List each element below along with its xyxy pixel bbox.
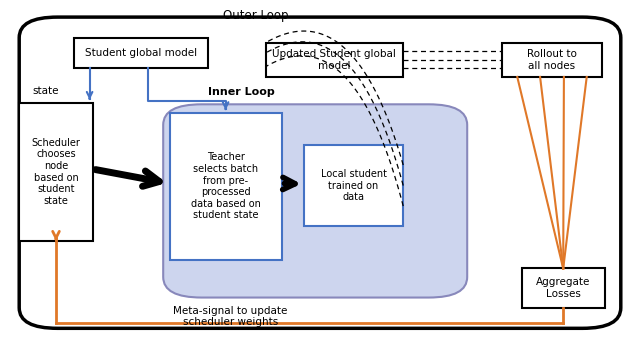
Text: Updated Student global
model: Updated Student global model bbox=[273, 49, 396, 71]
FancyBboxPatch shape bbox=[19, 17, 621, 328]
Text: Meta-signal to update
scheduler weights: Meta-signal to update scheduler weights bbox=[173, 305, 287, 327]
Text: Outer Loop: Outer Loop bbox=[223, 9, 289, 22]
Text: Local student
trained on
data: Local student trained on data bbox=[321, 169, 387, 202]
Text: Rollout to
all nodes: Rollout to all nodes bbox=[527, 49, 577, 71]
FancyBboxPatch shape bbox=[502, 43, 602, 77]
Text: state: state bbox=[33, 86, 60, 96]
Text: Aggregate
Losses: Aggregate Losses bbox=[536, 277, 590, 299]
Text: Teacher
selects batch
from pre-
processed
data based on
student state: Teacher selects batch from pre- processe… bbox=[191, 153, 260, 220]
FancyBboxPatch shape bbox=[163, 104, 467, 298]
FancyBboxPatch shape bbox=[304, 145, 403, 226]
FancyBboxPatch shape bbox=[522, 268, 605, 308]
Text: Inner Loop: Inner Loop bbox=[208, 88, 275, 97]
Text: Scheduler
chooses
node
based on
student
state: Scheduler chooses node based on student … bbox=[31, 138, 81, 206]
FancyBboxPatch shape bbox=[266, 43, 403, 77]
FancyBboxPatch shape bbox=[74, 38, 208, 68]
FancyBboxPatch shape bbox=[170, 113, 282, 260]
FancyBboxPatch shape bbox=[19, 103, 93, 241]
Text: Student global model: Student global model bbox=[84, 48, 197, 58]
